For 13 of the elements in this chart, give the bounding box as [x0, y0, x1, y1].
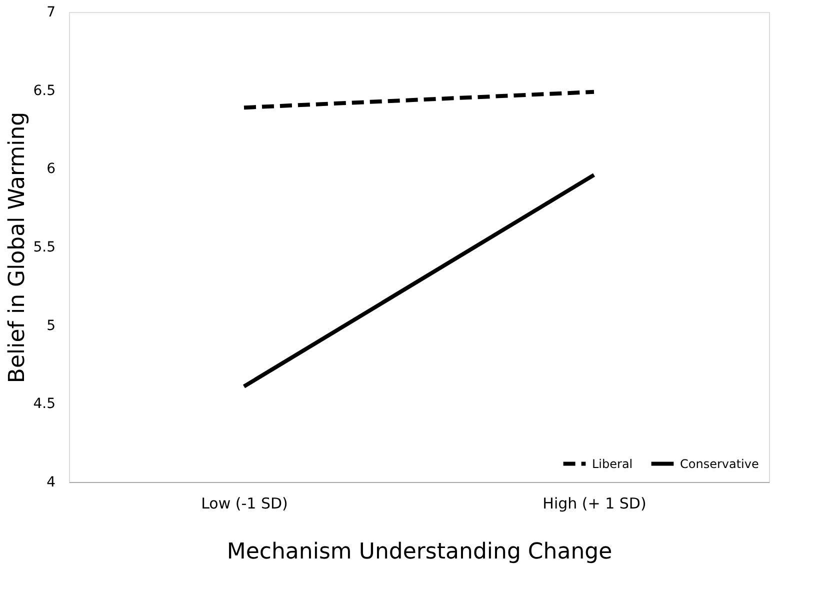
x-tick-label: Low (-1 SD): [201, 494, 288, 512]
y-tick-label: 5: [46, 318, 56, 334]
y-tick-label: 5.5: [33, 240, 56, 256]
y-tick-label: 7: [46, 4, 56, 20]
y-tick-label: 4.5: [33, 396, 56, 412]
y-tick-label: 6.5: [33, 82, 56, 99]
y-tick-label: 4: [46, 474, 56, 490]
x-tick-label: High (+ 1 SD): [542, 494, 646, 512]
legend-label: Conservative: [680, 456, 759, 471]
x-axis-title: Mechanism Understanding Change: [226, 540, 612, 564]
legend-label: Liberal: [592, 456, 633, 471]
y-tick-label: 6: [46, 161, 56, 178]
y-axis-title: Belief in Global Warming: [5, 112, 30, 384]
